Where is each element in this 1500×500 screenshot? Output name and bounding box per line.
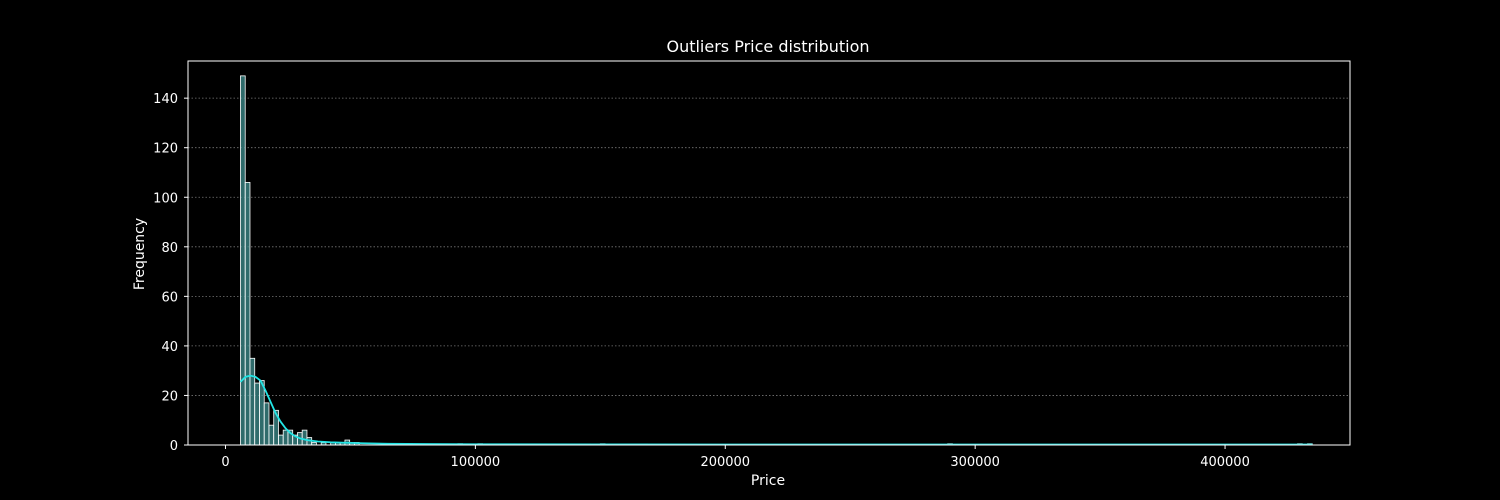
y-tick-label: 0 (170, 439, 178, 454)
y-axis-ticks: 0 20 40 60 80 100 120 140 (153, 92, 188, 454)
histogram-bar (278, 434, 284, 446)
kde-curve-layer (239, 374, 1313, 446)
y-tick-label: 40 (161, 340, 178, 355)
y-tick-label: 140 (153, 92, 178, 107)
grid-lines (188, 97, 1350, 396)
y-tick-label: 100 (153, 191, 178, 206)
histogram-bar (240, 75, 246, 446)
histogram-bar (249, 357, 256, 446)
histogram-bar (268, 424, 275, 446)
y-axis-label: Frequency (132, 218, 148, 290)
x-axis-label: Price (751, 473, 785, 489)
x-tick-label: 400000 (1200, 455, 1250, 470)
histogram-bar (244, 181, 251, 446)
plot-frame (187, 60, 1351, 446)
x-tick-label: 100000 (451, 455, 501, 470)
chart-title: Outliers Price distribution (666, 37, 869, 56)
kde-curve (239, 374, 1313, 446)
y-tick-label: 120 (153, 142, 178, 157)
histogram-bar (259, 380, 265, 446)
x-tick-label: 200000 (700, 455, 750, 470)
histogram-bar (254, 382, 260, 446)
x-tick-label: 300000 (950, 455, 1000, 470)
x-tick-label: 0 (221, 455, 229, 470)
y-tick-label: 20 (161, 389, 178, 404)
histogram-bar (263, 402, 270, 446)
histogram-bar (301, 429, 308, 446)
histogram-bars (240, 75, 1313, 446)
y-tick-label: 80 (161, 241, 178, 256)
y-tick-label: 60 (161, 290, 178, 305)
x-axis-ticks: 0 100000 200000 300000 400000 (221, 445, 1250, 470)
histogram-bar (282, 429, 289, 446)
